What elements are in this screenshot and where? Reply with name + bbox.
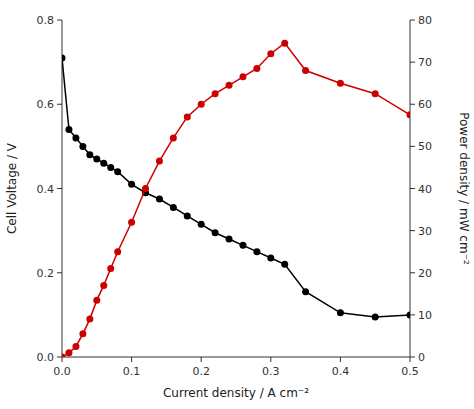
series-marker: [372, 313, 379, 320]
series-marker: [170, 204, 177, 211]
x-tick-label: 0.2: [192, 365, 210, 378]
series-line: [62, 43, 410, 357]
x-tick: [201, 357, 202, 362]
series-marker: [114, 168, 121, 175]
series-marker: [128, 219, 135, 226]
series-marker: [72, 134, 79, 141]
series-marker: [212, 90, 219, 97]
series-marker: [170, 134, 177, 141]
series-marker: [198, 101, 205, 108]
axes: 0.0 0.1 0.2 0.3 0.4 0.5 0.0 0.2 0.4 0.6 0.8 0 10 20 30…: [5, 14, 471, 400]
y2-axis-label: Power density / mW cm⁻²: [457, 112, 471, 265]
y2-tick: [410, 272, 415, 273]
series-marker: [184, 212, 191, 219]
series-marker: [184, 113, 191, 120]
y2-tick: [410, 357, 415, 358]
series-marker: [100, 160, 107, 167]
x-axis-line: [62, 357, 410, 358]
y2-tick-label: 0: [418, 351, 425, 364]
series-marker: [372, 90, 379, 97]
y2-tick-label: 50: [418, 140, 432, 153]
series-marker: [281, 40, 288, 47]
series-marker: [79, 330, 86, 337]
y2-tick-label: 70: [418, 56, 432, 69]
series-marker: [198, 221, 205, 228]
series-marker: [93, 297, 100, 304]
x-tick-label: 0.3: [262, 365, 280, 378]
series-marker: [267, 255, 274, 262]
y2-tick-label: 20: [418, 267, 432, 280]
x-tick: [62, 357, 63, 362]
series-marker: [407, 111, 411, 118]
series-marker: [337, 80, 344, 87]
y2-tick: [410, 104, 415, 105]
series-marker: [72, 343, 79, 350]
series-marker: [226, 82, 233, 89]
y2-tick-label: 80: [418, 14, 432, 27]
y-tick-label: 0.0: [37, 351, 55, 364]
series-marker: [107, 265, 114, 272]
series-marker: [62, 354, 66, 358]
series-marker: [79, 143, 86, 150]
x-tick: [131, 357, 132, 362]
series-marker: [65, 349, 72, 356]
y2-tick: [410, 188, 415, 189]
series-marker: [107, 164, 114, 171]
series-marker: [114, 248, 121, 255]
y-tick: [57, 357, 62, 358]
series-marker: [302, 67, 309, 74]
series-marker: [128, 181, 135, 188]
y2-tick: [410, 230, 415, 231]
x-tick-label: 0.1: [123, 365, 141, 378]
x-tick: [340, 357, 341, 362]
series-marker: [65, 126, 72, 133]
series-marker: [212, 229, 219, 236]
y-tick-label: 0.6: [37, 98, 55, 111]
series-marker: [100, 282, 107, 289]
series-marker: [93, 156, 100, 163]
x-tick-label: 0.5: [401, 365, 419, 378]
series-marker: [239, 242, 246, 249]
series-marker: [86, 316, 93, 323]
y-tick: [57, 188, 62, 189]
y2-tick: [410, 62, 415, 63]
series-marker: [281, 261, 288, 268]
series-marker: [253, 65, 260, 72]
series-marker: [142, 185, 149, 192]
x-tick: [410, 357, 411, 362]
y-tick-label: 0.2: [37, 267, 55, 280]
y2-tick-label: 30: [418, 225, 432, 238]
series-marker: [253, 248, 260, 255]
series-marker: [86, 151, 93, 158]
y2-tick: [410, 314, 415, 315]
y2-tick: [410, 146, 415, 147]
x-tick-label: 0.0: [53, 365, 71, 378]
series-marker: [239, 73, 246, 80]
x-tick: [270, 357, 271, 362]
y-tick-label: 0.8: [37, 14, 55, 27]
x-axis-label: Current density / A cm⁻²: [163, 386, 309, 400]
y-tick: [57, 272, 62, 273]
y-tick: [57, 20, 62, 21]
chart: 0.0 0.1 0.2 0.3 0.4 0.5 0.0 0.2 0.4 0.6 0.8 0 10 20 30…: [0, 0, 474, 409]
y2-tick-label: 60: [418, 98, 432, 111]
y-axis-label: Cell Voltage / V: [5, 142, 19, 234]
x-tick-label: 0.4: [332, 365, 350, 378]
y-tick-label: 0.4: [37, 183, 55, 196]
series-marker: [302, 288, 309, 295]
y2-tick: [410, 20, 415, 21]
series-marker: [62, 54, 66, 61]
series-marker: [337, 309, 344, 316]
series-marker: [407, 311, 411, 318]
series-marker: [267, 50, 274, 57]
series-marker: [226, 236, 233, 243]
series-marker: [156, 158, 163, 165]
series-line: [62, 58, 410, 317]
y2-tick-label: 10: [418, 309, 432, 322]
y2-tick-label: 40: [418, 183, 432, 196]
series-marker: [156, 196, 163, 203]
y-tick: [57, 104, 62, 105]
plot-area: [62, 40, 410, 357]
